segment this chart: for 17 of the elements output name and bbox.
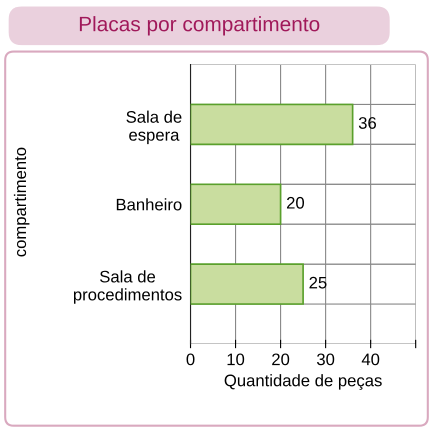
data-label: 25 — [309, 276, 326, 289]
data-label: 20 — [286, 196, 304, 209]
x-tick-label: 30 — [316, 353, 334, 366]
y-axis-title: compartimento — [14, 148, 30, 256]
x-tick-label: 0 — [186, 353, 195, 366]
bar — [190, 183, 282, 226]
y-tick-label: Banheiro — [116, 198, 182, 210]
y-tick-label: Sala de espera — [126, 110, 182, 144]
x-axis-title: Quantidade de peças — [224, 374, 382, 390]
x-tick-label: 20 — [272, 353, 290, 366]
chart-title: Placas por compartimento — [80, 16, 320, 36]
x-tick-label: 10 — [228, 353, 244, 366]
data-label: 36 — [358, 117, 376, 129]
x-tick-label: 40 — [362, 353, 380, 366]
y-tick-label: Sala de procedimentos — [74, 270, 182, 304]
bar — [190, 104, 354, 146]
bar — [190, 263, 304, 305]
